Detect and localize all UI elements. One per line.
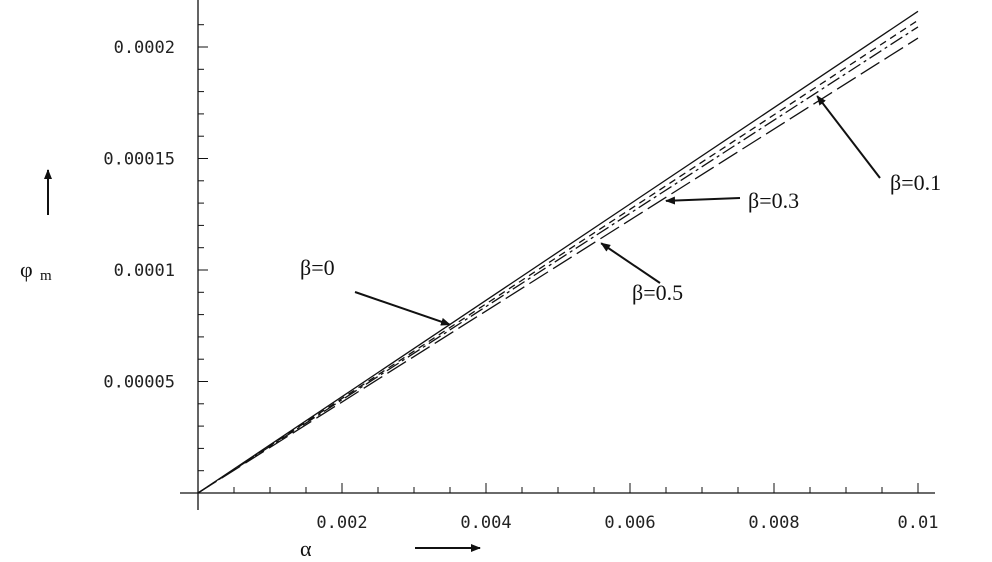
annotation-arrow: [816, 95, 881, 179]
series-line: [197, 26, 919, 494]
x-tick-label: 0.006: [604, 513, 655, 533]
annotation-label: β=0.3: [748, 188, 799, 213]
axes: 0.002 0.004 0.006 0.008 0.01 0.00005 0.0001 0.0…: [44, 0, 939, 552]
y-axis-label-subscript: m: [40, 268, 52, 284]
annotations: β=0 β=0.1 β=0.3 β=0.5: [300, 95, 941, 326]
annotation-arrow: [354, 291, 451, 326]
y-axis-label: φ m: [20, 257, 52, 284]
x-axis-label: α: [300, 536, 312, 561]
annotation-label: β=0.1: [890, 170, 941, 195]
series-line: [197, 10, 919, 494]
annotation-label: β=0: [300, 255, 335, 280]
x-tick-label: 0.002: [316, 513, 367, 533]
y-axis-label-main: φ: [20, 257, 33, 282]
x-tick-label: 0.01: [898, 513, 939, 533]
y-tick-label: 0.00005: [103, 373, 175, 393]
series-lines: [197, 10, 919, 494]
annotation-arrow: [665, 196, 741, 205]
y-tick-label: 0.0002: [114, 38, 175, 58]
series-line: [197, 37, 919, 494]
annotation-arrow: [600, 242, 661, 284]
x-tick-label: 0.004: [460, 513, 511, 533]
y-tick-label: 0.00015: [103, 150, 175, 170]
annotation-label: β=0.5: [632, 280, 683, 305]
y-tick-label: 0.0001: [114, 261, 175, 281]
x-tick-label: 0.008: [748, 513, 799, 533]
